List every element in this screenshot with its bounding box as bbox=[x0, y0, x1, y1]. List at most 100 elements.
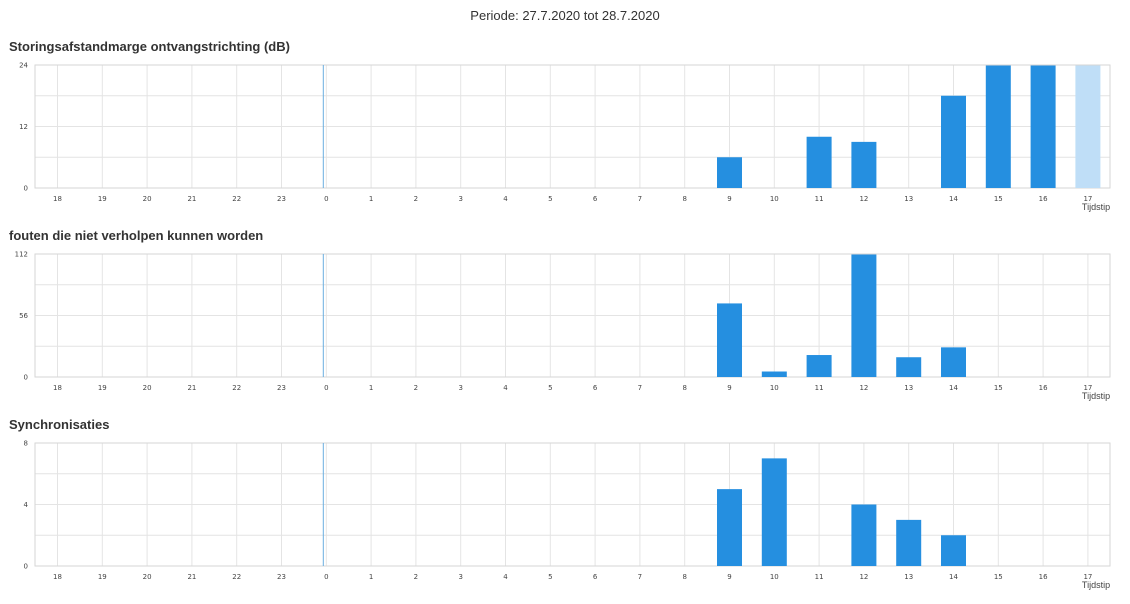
x-tick-label: 23 bbox=[277, 384, 286, 392]
y-tick-label: 112 bbox=[15, 251, 28, 259]
chart-title-synchronisations: Synchronisaties bbox=[9, 417, 110, 432]
x-tick-label: 6 bbox=[593, 195, 598, 203]
x-tick-label: 7 bbox=[638, 384, 642, 392]
x-tick-label: 23 bbox=[277, 573, 286, 581]
bar bbox=[1075, 65, 1101, 188]
x-tick-label: 16 bbox=[1039, 195, 1048, 203]
x-tick-label: 17 bbox=[1083, 573, 1092, 581]
x-tick-label: 22 bbox=[232, 195, 241, 203]
x-tick-label: 11 bbox=[815, 195, 824, 203]
x-tick-label: 1 bbox=[369, 195, 373, 203]
x-tick-label: 15 bbox=[994, 384, 1003, 392]
x-tick-label: 4 bbox=[503, 573, 508, 581]
x-tick-label: 4 bbox=[503, 195, 508, 203]
bar bbox=[806, 355, 832, 377]
plot-border bbox=[34, 442, 1111, 567]
x-tick-label: 22 bbox=[232, 573, 241, 581]
x-tick-label: 17 bbox=[1083, 195, 1092, 203]
bar bbox=[896, 357, 922, 377]
x-tick-label: 18 bbox=[53, 573, 62, 581]
x-tick-label: 22 bbox=[232, 384, 241, 392]
x-tick-label: 3 bbox=[458, 384, 462, 392]
x-axis-label: Tijdstip bbox=[1082, 580, 1110, 590]
y-tick-label: 0 bbox=[24, 563, 28, 571]
x-tick-label: 10 bbox=[770, 195, 779, 203]
bar bbox=[1030, 65, 1056, 188]
x-tick-label: 21 bbox=[187, 573, 196, 581]
x-tick-label: 13 bbox=[904, 195, 913, 203]
x-tick-label: 9 bbox=[727, 573, 731, 581]
bar bbox=[941, 347, 966, 377]
x-tick-label: 17 bbox=[1083, 384, 1092, 392]
x-tick-label: 20 bbox=[143, 573, 152, 581]
x-tick-label: 0 bbox=[324, 384, 328, 392]
x-tick-label: 21 bbox=[187, 384, 196, 392]
x-tick-label: 7 bbox=[638, 195, 642, 203]
bar bbox=[761, 371, 787, 377]
x-tick-label: 5 bbox=[548, 195, 552, 203]
chart-title-noise-margin: Storingsafstandmarge ontvangstrichting (… bbox=[9, 39, 290, 54]
x-tick-label: 7 bbox=[638, 573, 642, 581]
bar bbox=[761, 458, 787, 566]
x-tick-label: 5 bbox=[548, 384, 552, 392]
x-tick-label: 3 bbox=[458, 573, 462, 581]
bar bbox=[806, 136, 832, 188]
x-tick-label: 9 bbox=[727, 195, 731, 203]
x-tick-label: 18 bbox=[53, 195, 62, 203]
x-tick-label: 11 bbox=[815, 573, 824, 581]
x-axis-label: Tijdstip bbox=[1082, 202, 1110, 212]
x-tick-label: 20 bbox=[143, 195, 152, 203]
x-tick-label: 2 bbox=[414, 573, 418, 581]
x-tick-label: 23 bbox=[277, 195, 286, 203]
x-tick-label: 19 bbox=[98, 573, 107, 581]
x-tick-label: 6 bbox=[593, 384, 598, 392]
x-tick-label: 14 bbox=[949, 195, 958, 203]
y-tick-label: 4 bbox=[24, 501, 29, 509]
x-tick-label: 0 bbox=[324, 573, 328, 581]
x-tick-label: 10 bbox=[770, 573, 779, 581]
x-tick-label: 16 bbox=[1039, 384, 1048, 392]
bar bbox=[717, 157, 742, 188]
y-tick-label: 0 bbox=[24, 185, 28, 193]
x-tick-label: 18 bbox=[53, 384, 62, 392]
x-tick-label: 10 bbox=[770, 384, 779, 392]
x-tick-label: 3 bbox=[458, 195, 462, 203]
x-tick-label: 14 bbox=[949, 573, 958, 581]
x-tick-label: 8 bbox=[682, 384, 686, 392]
bar bbox=[851, 504, 877, 566]
x-tick-label: 12 bbox=[859, 195, 868, 203]
x-tick-label: 5 bbox=[548, 573, 552, 581]
x-tick-label: 9 bbox=[727, 384, 731, 392]
x-tick-label: 15 bbox=[994, 573, 1003, 581]
y-tick-label: 12 bbox=[19, 123, 28, 131]
x-tick-label: 8 bbox=[682, 573, 686, 581]
x-tick-label: 2 bbox=[414, 384, 418, 392]
bar bbox=[985, 65, 1011, 188]
x-tick-label: 6 bbox=[593, 573, 598, 581]
x-tick-label: 13 bbox=[904, 384, 913, 392]
x-tick-label: 1 bbox=[369, 573, 373, 581]
bar bbox=[896, 519, 922, 566]
x-tick-label: 19 bbox=[98, 195, 107, 203]
y-tick-label: 0 bbox=[24, 374, 28, 382]
x-tick-label: 2 bbox=[414, 195, 418, 203]
bar bbox=[851, 254, 877, 377]
bar bbox=[941, 95, 966, 188]
x-axis-label: Tijdstip bbox=[1082, 391, 1110, 401]
plot-border bbox=[34, 253, 1111, 378]
bar bbox=[851, 141, 877, 188]
plot-border bbox=[34, 64, 1111, 189]
x-tick-label: 1 bbox=[369, 384, 373, 392]
x-tick-label: 0 bbox=[324, 195, 328, 203]
x-tick-label: 19 bbox=[98, 384, 107, 392]
x-tick-label: 21 bbox=[187, 195, 196, 203]
chart-title-uncorrectable-errors: fouten die niet verholpen kunnen worden bbox=[9, 228, 264, 243]
x-tick-label: 4 bbox=[503, 384, 508, 392]
x-tick-label: 14 bbox=[949, 384, 958, 392]
x-tick-label: 12 bbox=[859, 384, 868, 392]
x-tick-label: 15 bbox=[994, 195, 1003, 203]
x-tick-label: 16 bbox=[1039, 573, 1048, 581]
